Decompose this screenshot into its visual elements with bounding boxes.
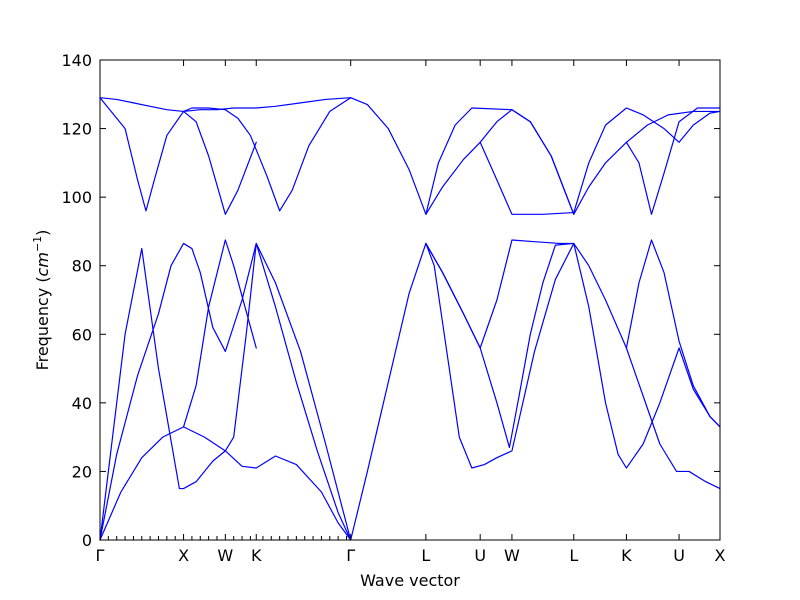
x-tick-label: X: [715, 546, 726, 565]
x-tick-label: K: [251, 546, 262, 565]
y-axis-label: Frequency (cm−1): [31, 230, 52, 371]
phonon-branch-3: [99, 242, 352, 541]
series-layer: [99, 97, 721, 541]
y-tick-label: 60: [72, 325, 92, 344]
y-tick-label: 20: [72, 462, 92, 481]
y-axis-label-close: ): [33, 230, 52, 236]
x-axis-label: Wave vector: [360, 571, 460, 590]
x-tick-label: Γ: [96, 546, 105, 565]
x-tick-label: X: [178, 546, 189, 565]
phonon-branch-2: [99, 242, 352, 541]
x-tick-label: L: [569, 546, 578, 565]
y-tick-label: 120: [61, 120, 92, 139]
x-tick-label: U: [474, 546, 486, 565]
phonon-branch-6: [425, 242, 721, 490]
x-tick-label: Γ: [346, 546, 355, 565]
y-axis-label-exponent: −1: [31, 236, 44, 252]
phonon-branch-9: [99, 97, 352, 113]
y-tick-label: 0: [82, 531, 92, 550]
phonon-branch-13: [425, 107, 575, 215]
x-tick-label: W: [504, 546, 520, 565]
phonon-branch-7: [425, 239, 575, 349]
x-tick-label: L: [421, 546, 430, 565]
phonon-branch-1: [99, 426, 352, 541]
y-tick-label: 40: [72, 394, 92, 413]
y-tick-label: 100: [61, 188, 92, 207]
x-tick-label: K: [621, 546, 632, 565]
phonon-branch-14: [479, 107, 721, 215]
phonon-branch-15: [625, 107, 721, 215]
y-axis-label-unit: cm: [33, 252, 52, 276]
phonon-branch-4: [182, 239, 257, 428]
plot-frame: [99, 59, 721, 541]
y-axis-label-text: Frequency: [33, 288, 52, 371]
phonon-branch-10: [99, 97, 352, 212]
y-tick-label: 80: [72, 257, 92, 276]
phonon-branch-11: [182, 110, 257, 215]
y-tick-label: 140: [61, 51, 92, 70]
phonon-branch-8: [625, 239, 721, 428]
x-tick-label: W: [217, 546, 233, 565]
x-tick-label: U: [673, 546, 685, 565]
